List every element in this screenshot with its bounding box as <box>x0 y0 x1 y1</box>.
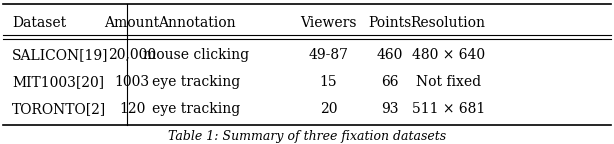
Text: 66: 66 <box>381 75 398 89</box>
Text: 460: 460 <box>377 48 403 62</box>
Text: Viewers: Viewers <box>300 16 357 30</box>
Text: eye tracking: eye tracking <box>152 102 241 116</box>
Text: 20,000: 20,000 <box>108 48 156 62</box>
Text: 49-87: 49-87 <box>308 48 349 62</box>
Text: Table 1: Summary of three fixation datasets: Table 1: Summary of three fixation datas… <box>168 130 446 143</box>
Text: 511 × 681: 511 × 681 <box>411 102 485 116</box>
Text: Amount: Amount <box>104 16 160 30</box>
Text: 20: 20 <box>320 102 337 116</box>
Text: Resolution: Resolution <box>411 16 486 30</box>
Text: eye tracking: eye tracking <box>152 75 241 89</box>
Text: 120: 120 <box>119 102 145 116</box>
Text: MIT1003[20]: MIT1003[20] <box>12 75 104 89</box>
Text: mouse clicking: mouse clicking <box>144 48 249 62</box>
Text: 1003: 1003 <box>114 75 150 89</box>
Text: TORONTO[2]: TORONTO[2] <box>12 102 107 116</box>
Text: 93: 93 <box>381 102 398 116</box>
Text: 15: 15 <box>320 75 337 89</box>
Text: SALICON[19]: SALICON[19] <box>12 48 109 62</box>
Text: 480 × 640: 480 × 640 <box>411 48 485 62</box>
Text: Not fixed: Not fixed <box>416 75 481 89</box>
Text: Annotation: Annotation <box>158 16 235 30</box>
Text: Points: Points <box>368 16 411 30</box>
Text: Dataset: Dataset <box>12 16 66 30</box>
